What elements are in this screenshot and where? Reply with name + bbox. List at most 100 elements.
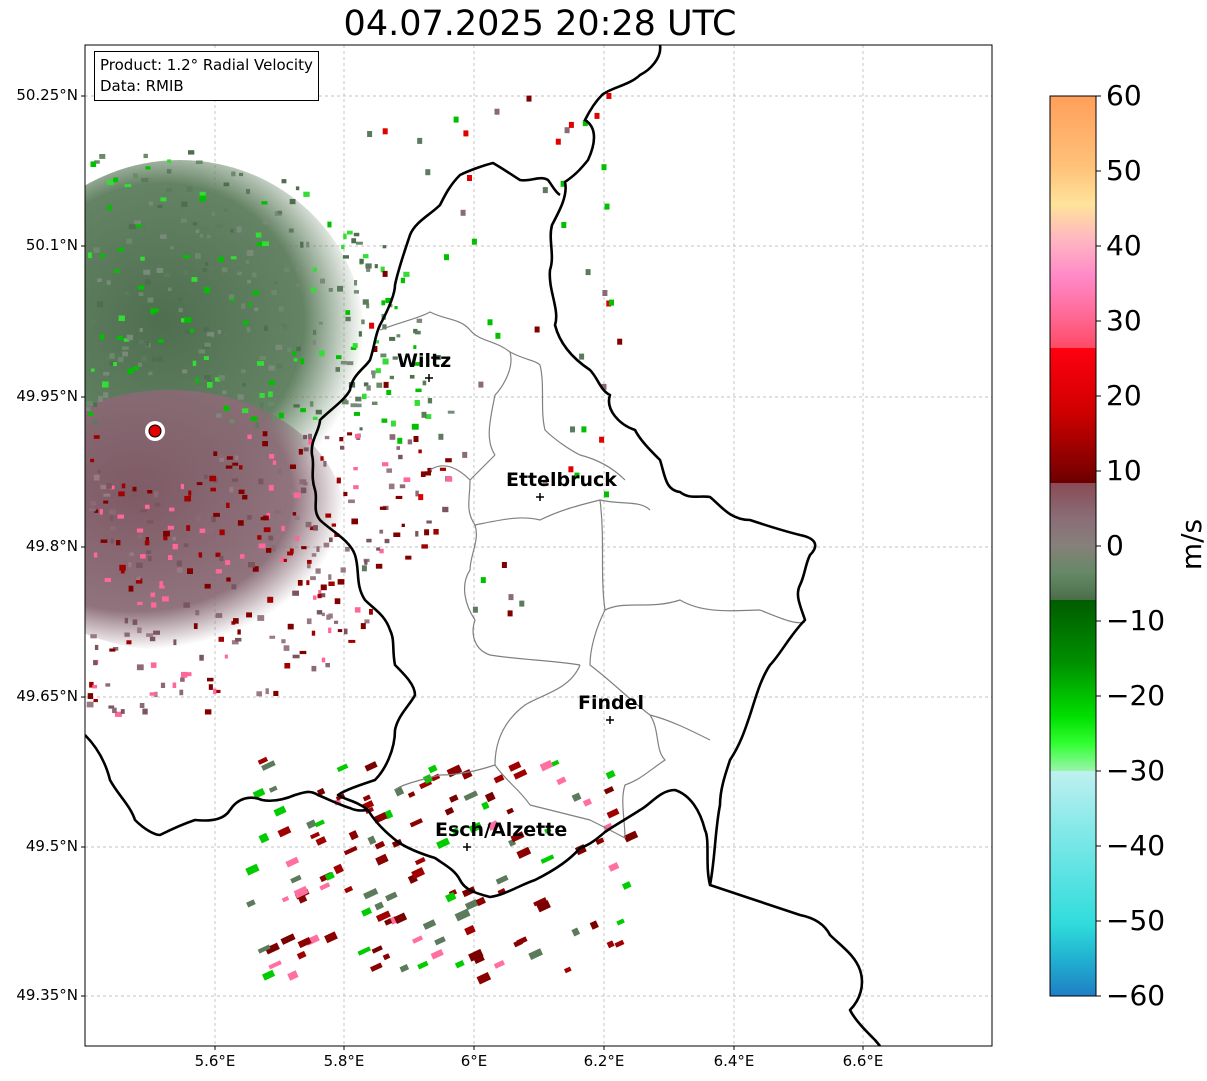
radar-speckle: [383, 381, 389, 388]
radar-speckle: [343, 628, 348, 635]
radar-speckle: [269, 380, 275, 386]
radar-speckle: [206, 527, 214, 533]
radar-speckle: [149, 636, 156, 642]
radar-speckle: [369, 609, 373, 615]
product-label: Product: 1.2° Radial Velocity: [100, 56, 313, 74]
radar-speckle: [93, 552, 98, 558]
radar-speckle: [128, 585, 134, 592]
radar-speckle: [318, 590, 322, 595]
radar-speckle: [386, 389, 392, 395]
radar-speckle: [585, 269, 591, 276]
radar-speckle: [254, 307, 259, 312]
radar-speckle: [138, 292, 144, 296]
radar-speckle: [252, 788, 266, 799]
radar-speckle: [475, 896, 486, 907]
radar-speckle: [328, 574, 332, 580]
radar-speckle: [309, 526, 314, 531]
radar-speckle: [181, 201, 188, 207]
radar-speckle: [213, 688, 217, 695]
radar-speckle: [220, 500, 225, 504]
radar-speckle: [246, 327, 251, 333]
radar-speckle: [157, 204, 163, 209]
radar-speckle: [328, 627, 332, 634]
radar-speckle: [336, 763, 349, 773]
radar-speckle: [120, 709, 125, 714]
radar-speckle: [267, 402, 275, 406]
radar-speckle: [88, 508, 96, 512]
radar-speckle: [312, 416, 318, 420]
radar-speckle: [380, 266, 385, 273]
radar-speckle: [164, 273, 171, 277]
radar-speckle: [215, 552, 221, 557]
radar-speckle: [303, 434, 308, 440]
radar-speckle: [321, 612, 325, 617]
radar-speckle: [145, 504, 150, 509]
radar-speckle: [345, 546, 350, 552]
radar-speckle: [366, 538, 372, 543]
radar-speckle: [266, 548, 272, 553]
radar-speckle: [300, 358, 305, 365]
radar-speckle: [239, 172, 244, 177]
radar-speckle: [345, 310, 351, 315]
radar-speckle: [493, 774, 505, 784]
radar-speckle: [315, 568, 321, 574]
radar-speckle: [196, 482, 203, 486]
radar-speckle: [599, 436, 605, 443]
radar-speckle: [182, 369, 188, 374]
radar-speckle: [233, 618, 239, 624]
radar-speckle: [252, 290, 260, 295]
radar-speckle: [145, 537, 149, 542]
radar-speckle: [166, 187, 173, 193]
radar-speckle: [315, 836, 327, 846]
radar-speckle: [391, 838, 403, 848]
radar-speckle: [203, 356, 209, 360]
radar-speckle: [325, 513, 332, 518]
radar-speckle: [100, 484, 108, 490]
radar-speckle: [418, 494, 424, 501]
radar-speckle: [238, 489, 245, 494]
radar-speckle: [343, 233, 347, 240]
radar-speckle: [416, 318, 423, 323]
radar-speckle: [224, 654, 228, 659]
radar-speckle: [112, 647, 119, 651]
radar-speckle: [451, 827, 460, 835]
radar-speckle: [568, 466, 574, 473]
radar-speckle: [422, 380, 427, 386]
radar-speckle: [311, 287, 317, 293]
radar-speckle: [166, 169, 172, 174]
radar-speckle: [605, 769, 616, 780]
radar-speckle: [280, 933, 296, 945]
radar-speckle: [343, 845, 358, 856]
radar-speckle: [169, 507, 175, 512]
radar-speckle: [608, 862, 620, 872]
radar-speckle: [189, 328, 194, 333]
radar-speckle: [237, 271, 243, 276]
radar-speckle: [137, 534, 143, 539]
radar-speckle: [153, 308, 159, 313]
radar-speckle: [407, 439, 413, 445]
radar-speckle: [141, 177, 148, 183]
radar-speckle: [328, 613, 333, 619]
radar-speckle: [216, 224, 223, 229]
radar-speckle: [144, 540, 150, 546]
radar-speckle: [284, 663, 291, 669]
lat-label: 49.35°N: [16, 986, 78, 1004]
radar-speckle: [239, 465, 243, 470]
radar-speckle: [231, 171, 236, 177]
radar-speckle: [137, 601, 143, 606]
radar-speckle: [367, 835, 377, 845]
radar-speckle: [379, 529, 384, 534]
radar-speckle: [224, 331, 229, 336]
radar-speckle: [281, 323, 285, 327]
radar-speckle: [283, 645, 290, 651]
radar-speckle: [259, 393, 265, 398]
radar-speckle: [93, 247, 100, 253]
radar-speckle: [397, 437, 403, 444]
radar-speckle: [409, 375, 415, 379]
radar-speckle: [609, 299, 614, 306]
radar-speckle: [415, 531, 419, 537]
radar-speckle: [340, 360, 347, 365]
radar-speckle: [262, 431, 268, 437]
radar-speckle: [276, 363, 283, 369]
radar-speckle: [204, 474, 208, 479]
